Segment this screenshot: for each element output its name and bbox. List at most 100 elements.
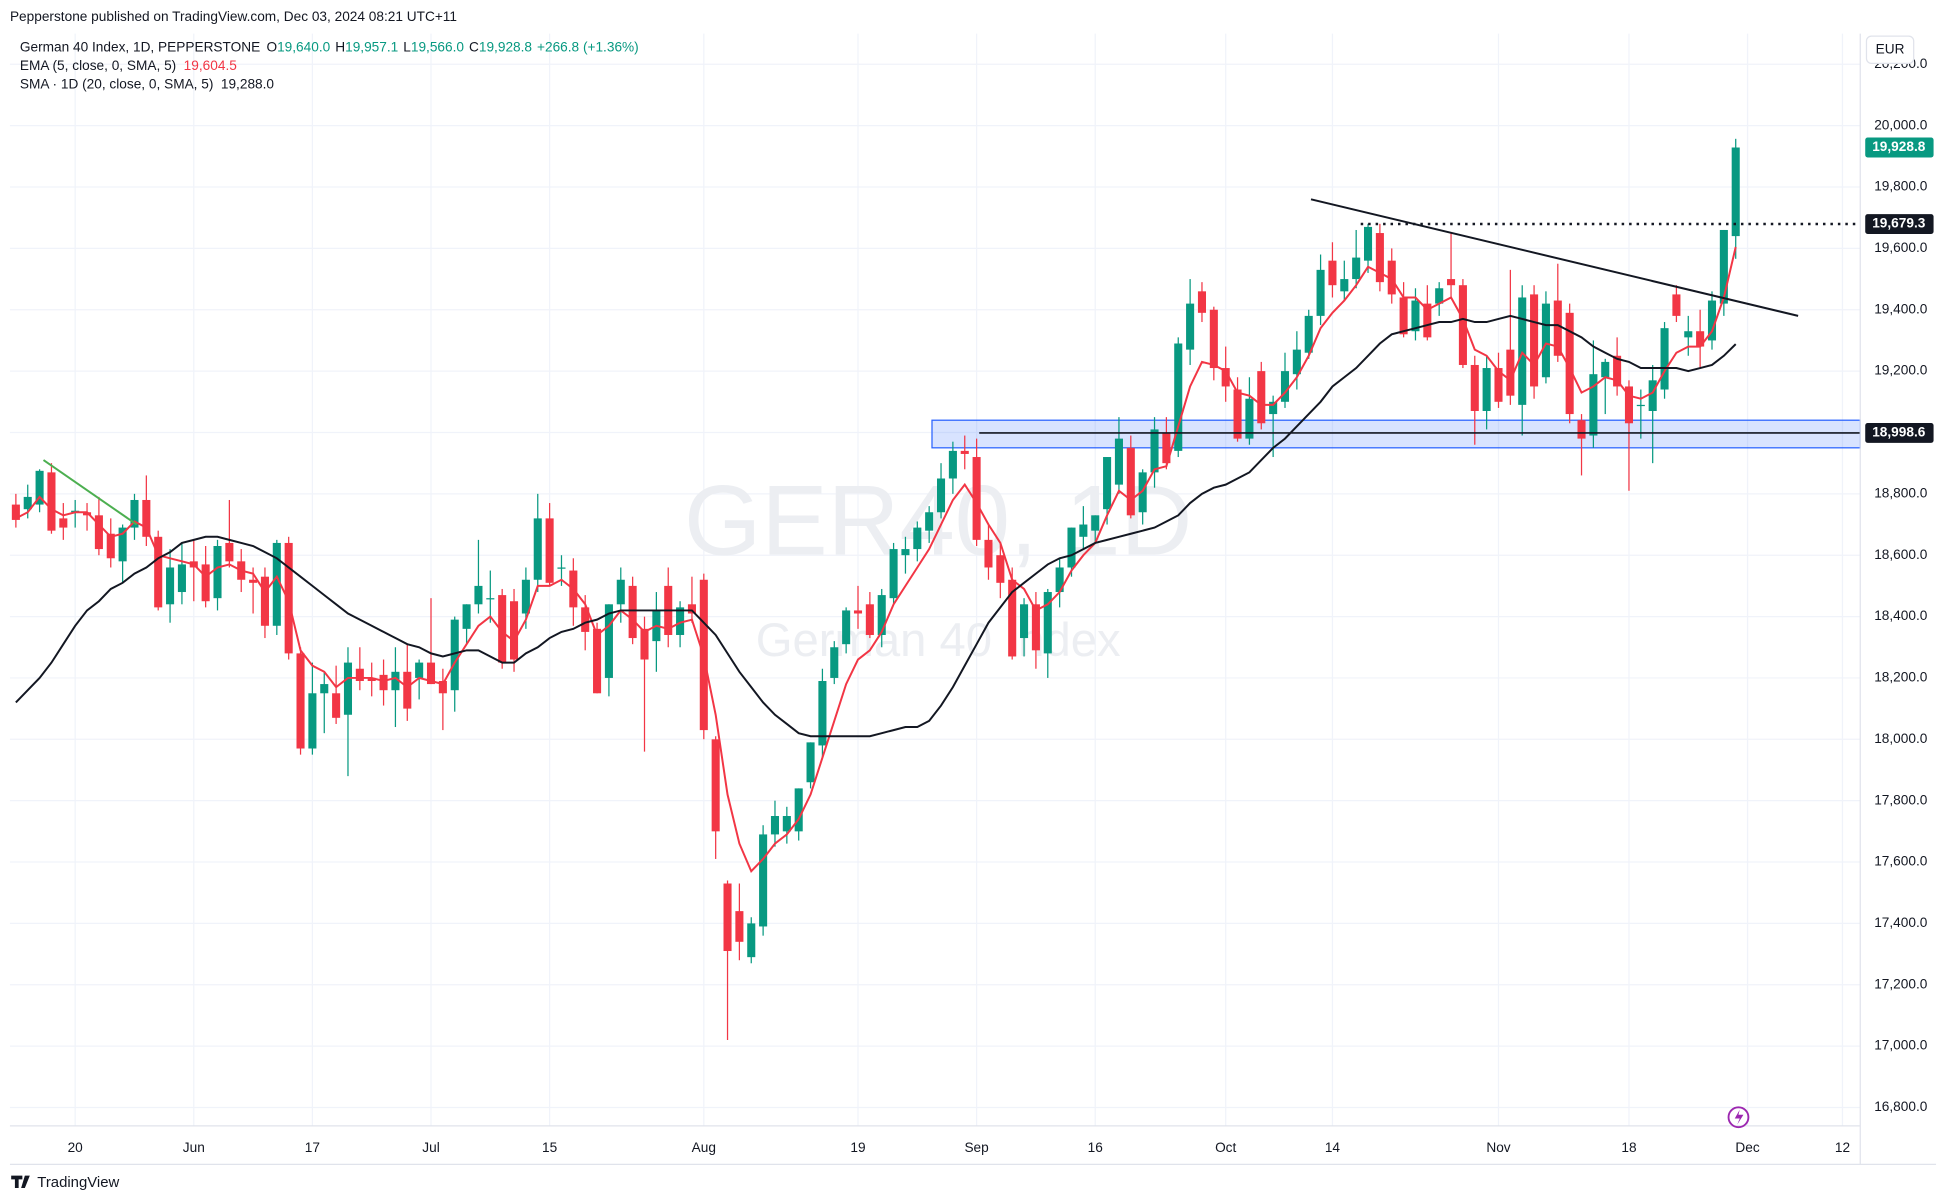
candle-body <box>1020 604 1029 639</box>
currency-button[interactable] <box>1865 35 1915 65</box>
candle-body <box>308 693 317 749</box>
y-tick-label: 19,800.0 <box>1874 179 1928 194</box>
candle-body <box>984 539 993 568</box>
x-tick-label: 18 <box>1621 1140 1636 1155</box>
candle-body <box>35 470 44 505</box>
candle-body <box>106 533 115 559</box>
candle-body <box>154 536 163 608</box>
legend: German 40 Index, 1D, PEPPERSTONE O19,640.… <box>20 39 639 91</box>
indicator-legend: EMA (5, close, 0, SMA, 5) 19,604.5 <box>20 58 237 73</box>
alert-bolt[interactable] <box>1734 1109 1744 1125</box>
candle-body <box>557 567 566 569</box>
indicator-name: EMA (5, close, 0, SMA, 5) <box>20 58 176 73</box>
candle-body <box>1114 438 1123 485</box>
indicator-line <box>15 314 1737 738</box>
candle-body <box>1589 374 1598 436</box>
candle-body <box>201 564 210 602</box>
candle-body <box>343 662 353 715</box>
candle-body <box>1624 386 1633 424</box>
candle-body <box>770 816 780 835</box>
candle-body <box>94 515 103 550</box>
y-tick-label: 17,000.0 <box>1874 1038 1928 1053</box>
candle-body <box>747 923 756 958</box>
candle-body <box>996 555 1005 583</box>
legend-key: C <box>469 39 479 54</box>
candle-body <box>913 527 922 550</box>
candle-body <box>936 478 946 513</box>
candle-body <box>782 816 791 832</box>
y-tick-label: 19,400.0 <box>1874 301 1928 316</box>
candle-body <box>11 504 20 520</box>
y-tick-label: 20,000.0 <box>1874 117 1928 132</box>
candle-body <box>1150 429 1159 473</box>
candle-body <box>1031 604 1040 651</box>
candle-body <box>1447 279 1456 286</box>
candle-body <box>1648 380 1657 412</box>
candle-body <box>486 598 495 600</box>
logo-mark <box>11 1175 30 1189</box>
y-tick-label: 19,600.0 <box>1874 240 1928 255</box>
candle-body <box>1209 309 1218 369</box>
candle-body <box>1186 303 1195 350</box>
candle-body <box>426 662 436 685</box>
alert-icon[interactable] <box>1727 1106 1750 1129</box>
candle-body <box>1375 233 1384 283</box>
candle-body <box>1257 371 1266 424</box>
candle-body <box>533 518 542 580</box>
candle-body <box>1055 567 1064 593</box>
x-tick-label: Jun <box>183 1140 205 1155</box>
candle-body <box>249 579 258 583</box>
candle-body <box>1103 457 1112 510</box>
y-tick-label: 18,000.0 <box>1874 731 1928 746</box>
candle-body <box>1352 257 1361 280</box>
candle-body <box>1197 291 1207 313</box>
y-tick-label: 18,600.0 <box>1874 547 1928 562</box>
candle-body <box>853 610 863 614</box>
candle-body <box>462 604 471 629</box>
candle-body <box>604 604 613 678</box>
candle-body <box>1530 294 1539 387</box>
candle-body <box>830 647 839 678</box>
candle-body <box>1067 527 1076 568</box>
candle-body <box>1245 398 1254 439</box>
candle-body <box>628 585 637 639</box>
candle-body <box>806 742 815 783</box>
legend-symbol: German 40 Index, 1D, PEPPERSTONE <box>20 39 260 54</box>
candle-body <box>355 668 364 682</box>
candle-body <box>332 693 341 718</box>
candle-body <box>59 518 68 528</box>
candle-body <box>818 681 827 746</box>
candle-body <box>1672 294 1681 316</box>
candle-body <box>735 911 744 942</box>
candle-body <box>1233 389 1242 439</box>
candle-body <box>1423 303 1432 338</box>
x-tick-label: 15 <box>542 1140 558 1155</box>
candle-body <box>1696 331 1705 347</box>
candle-body <box>1091 515 1100 531</box>
currency-label[interactable]: EUR <box>1876 41 1905 56</box>
candle-body <box>1126 447 1135 516</box>
candle-body <box>593 628 602 694</box>
legend-title: German 40 Index, 1D, PEPPERSTONE O19,640.… <box>20 39 639 54</box>
candle-body <box>83 512 92 516</box>
candle-body <box>640 628 649 660</box>
candle-body <box>213 546 222 599</box>
y-tick-label: 17,400.0 <box>1874 915 1928 930</box>
candle-body <box>47 472 56 531</box>
alert-ring[interactable] <box>1727 1106 1750 1129</box>
candle-body <box>450 619 459 691</box>
indicator-value: 19,604.5 <box>184 58 238 73</box>
y-tick-label: 18,400.0 <box>1874 608 1928 623</box>
candle-body <box>925 512 934 531</box>
watermark-name: German 40 Index <box>756 614 1121 667</box>
grid <box>9 33 1861 1126</box>
candle-body <box>296 653 305 749</box>
plot <box>11 138 1861 1040</box>
candle-body <box>842 610 851 645</box>
candle-body <box>865 604 874 635</box>
candle-body <box>284 542 293 654</box>
x-tick-label: 19 <box>850 1140 865 1155</box>
candle-body <box>1601 361 1610 378</box>
